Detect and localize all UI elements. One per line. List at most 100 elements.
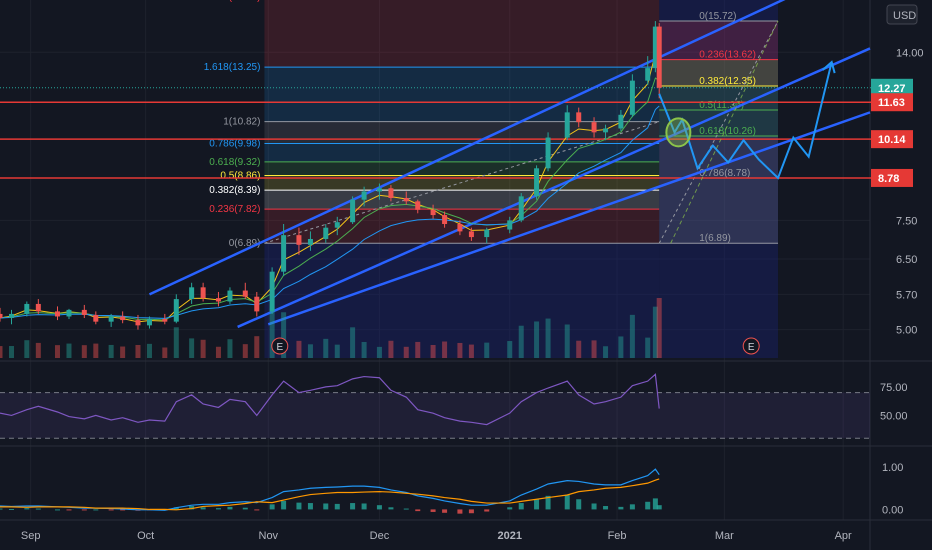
fib-ext-label-8: 0(6.89): [229, 238, 261, 249]
macd-hist-bar-23: [307, 503, 313, 510]
fib-ext-label-7: 0.236(7.82): [209, 204, 260, 215]
macd-hist-bar-20: [269, 504, 275, 510]
macd-hist-bar-0: [0, 508, 3, 510]
time-tick-2: Nov: [259, 530, 279, 542]
candle-body-31: [415, 201, 421, 210]
earnings-label-1: E: [748, 342, 755, 353]
macd-hist-bar-36: [484, 509, 490, 512]
fib-ext-label-1: 1.618(13.25): [204, 62, 261, 73]
time-tick-6: Mar: [715, 530, 734, 542]
candle-body-43: [591, 122, 597, 133]
earnings-marker-0: [271, 337, 289, 355]
volume-bar-29: [388, 340, 394, 358]
macd-hist-bar-17: [227, 506, 233, 510]
volume-bar-30: [403, 346, 409, 358]
candle-body-6: [81, 309, 87, 315]
volume-bar-3: [35, 342, 41, 358]
macd-hist-bar-41: [564, 495, 570, 510]
candle-body-0: [0, 313, 3, 319]
volume-bar-17: [227, 339, 233, 358]
fib-ext-label-4: 0.618(9.32): [209, 157, 260, 168]
volume-bar-8: [108, 344, 114, 358]
fib-ret-label-2: 0.382(12.35): [699, 76, 756, 87]
fib-ret-zone-2: [659, 86, 779, 110]
forecast-polyline: [658, 61, 833, 180]
price-tag-bg-0: [871, 78, 913, 97]
macd-hist-bar-49: [656, 505, 662, 510]
candle-body-40: [545, 137, 551, 169]
volume-bar-48: [652, 306, 658, 358]
candle-body-33: [442, 215, 448, 225]
macd-hist-bar-2: [24, 508, 30, 510]
candle-body-13: [173, 299, 179, 322]
macd-hist-bar-27: [361, 503, 367, 510]
fib-ext-trend-line: [264, 121, 660, 244]
projection-dashed-line: [670, 20, 779, 244]
macd-hist-bar-47: [645, 501, 651, 510]
macd-hist-bar-26: [350, 503, 356, 510]
volume-bars: [0, 298, 662, 358]
macd-hist-bar-28: [376, 505, 382, 510]
fib-ext-bottom-zone: [264, 243, 660, 358]
volume-bar-15: [200, 339, 206, 358]
price-tag-bg-1: [871, 93, 913, 112]
candle-body-45: [618, 114, 624, 129]
candle-body-29: [388, 188, 394, 199]
volume-bar-49: [656, 298, 662, 358]
rsi-tick-1: 50.00: [880, 410, 908, 422]
fib-ext-zone-3: [264, 143, 660, 162]
volume-bar-12: [162, 347, 168, 358]
currency-button[interactable]: [886, 4, 918, 25]
volume-bar-21: [281, 312, 287, 358]
price-tag-bg-3: [871, 168, 913, 187]
volume-bar-13: [173, 327, 179, 358]
candle-body-12: [162, 319, 168, 322]
fib-ext-label-0: 2.618(17.19): [204, 0, 261, 3]
macd-pane: [0, 468, 662, 514]
macd-hist-bar-15: [200, 507, 206, 510]
volume-bar-38: [518, 325, 524, 358]
forecast-path: [658, 20, 836, 244]
volume-bar-46: [629, 314, 635, 358]
candle-body-41: [564, 112, 570, 138]
volume-bar-14: [189, 338, 195, 358]
macd-hist-bar-35: [468, 509, 474, 514]
candle-body-47: [645, 68, 651, 81]
candle-body-32: [430, 209, 436, 216]
candle-body-9: [120, 316, 126, 321]
volume-bar-33: [442, 341, 448, 358]
candle-body-23: [307, 238, 313, 245]
volume-bar-20: [269, 308, 275, 358]
fib-ret-label-5: 0.786(8.78): [699, 168, 750, 179]
price-tick-3: 5.70: [896, 289, 917, 301]
macd-hist-bar-31: [415, 509, 421, 512]
candle-body-39: [534, 168, 540, 197]
candle-body-15: [200, 287, 206, 299]
candle-body-49: [656, 26, 662, 88]
volume-bar-0: [0, 346, 3, 358]
candle-body-42: [576, 112, 582, 123]
fib-ext-label-5: 0.5(8.86): [220, 171, 260, 182]
time-tick-1: Oct: [137, 530, 154, 542]
macd-hist-bar-30: [403, 508, 409, 510]
macd-hist-bar-48: [652, 498, 658, 510]
volume-bar-19: [254, 336, 260, 358]
macd-hist-bar-25: [334, 503, 340, 510]
macd-tick-1: 0.00: [882, 504, 903, 516]
macd-hist-bar-19: [254, 509, 260, 511]
volume-bar-10: [135, 344, 141, 358]
volume-bar-36: [484, 342, 490, 358]
volume-bar-35: [468, 344, 474, 358]
macd-hist-bar-24: [323, 503, 329, 510]
time-tick-3: Dec: [370, 530, 390, 542]
candle-body-24: [323, 227, 329, 239]
fib-ext-zone-2: [264, 121, 660, 144]
fib-ext-zone-0: [264, 0, 660, 68]
macd-hist-bar-7: [93, 509, 99, 511]
candle-body-3: [35, 303, 41, 312]
candle-body-37: [507, 220, 513, 230]
forecast-arrowhead: [822, 60, 836, 74]
